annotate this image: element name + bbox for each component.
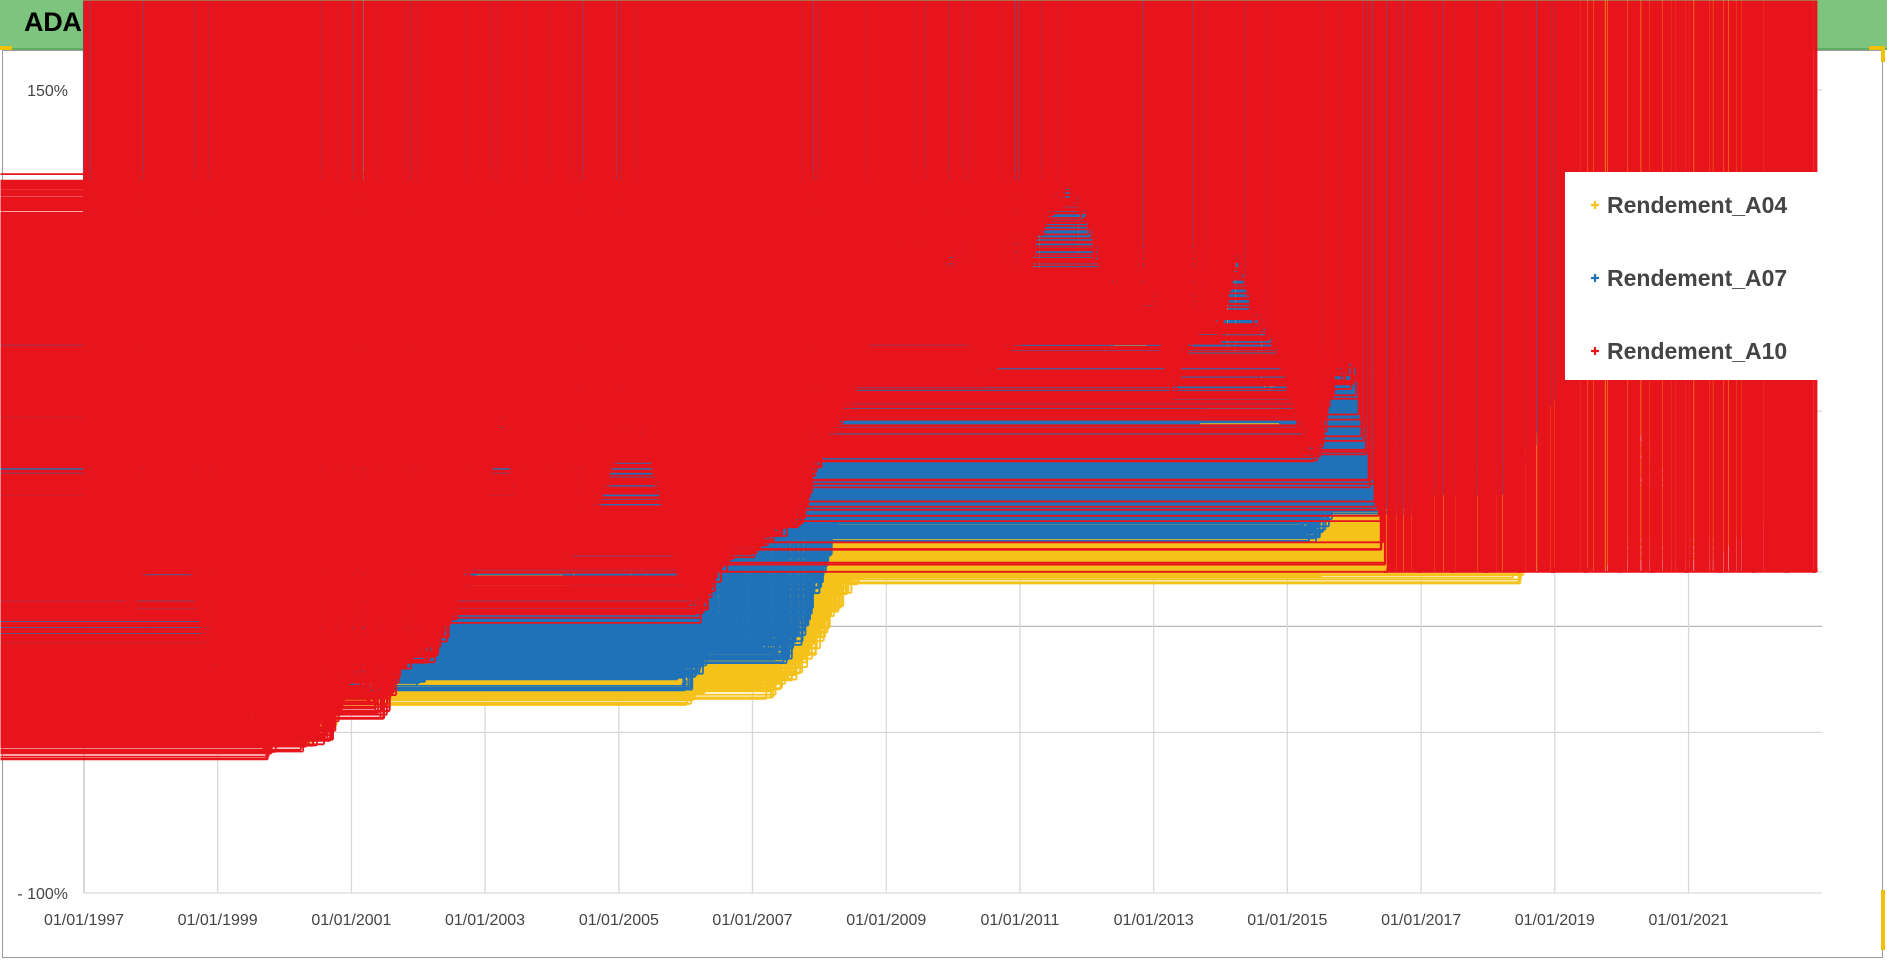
- data-point: [731, 625, 737, 631]
- x-tick-label: 01/01/2015: [1247, 912, 1327, 929]
- data-point: [698, 677, 704, 683]
- x-tick-label: 01/01/2021: [1649, 912, 1729, 929]
- corner-mark-right-bottom: [1881, 890, 1885, 950]
- data-point: [664, 648, 670, 654]
- data-point: [681, 689, 687, 695]
- data-point: [865, 551, 871, 557]
- series-markers: [0, 0, 1818, 761]
- x-tick-label: 01/01/2003: [445, 912, 525, 929]
- legend-label: Rendement_A04: [1607, 192, 1787, 218]
- series-layer: [0, 0, 1818, 761]
- corner-mark-right-top: [1881, 50, 1885, 62]
- data-point: [764, 638, 770, 644]
- data-point: [848, 574, 854, 580]
- data-point: [1299, 551, 1305, 557]
- data-point: [764, 683, 770, 689]
- corner-mark-top-right: [1869, 46, 1885, 50]
- x-tick-label: 01/01/2013: [1114, 912, 1194, 929]
- data-point: [748, 664, 754, 670]
- legend-label: Rendement_A07: [1607, 265, 1787, 291]
- data-point: [1350, 471, 1356, 477]
- data-point: [698, 657, 704, 663]
- legend: Rendement_A04 Rendement_A07 Rendement_A10: [1591, 192, 1787, 364]
- data-point: [1333, 529, 1339, 535]
- data-point: [815, 632, 821, 638]
- data-point: [781, 670, 787, 676]
- data-point: [414, 670, 420, 676]
- x-tick-label: 01/01/2005: [579, 912, 659, 929]
- x-tick-label: 01/01/2009: [846, 912, 926, 929]
- data-point: [714, 632, 720, 638]
- data-point: [1366, 487, 1372, 493]
- y-tick-label: - 100%: [17, 886, 68, 903]
- data-point: [798, 657, 804, 663]
- legend-item: Rendement_A10: [1591, 338, 1787, 364]
- data-point: [815, 583, 821, 589]
- data-point: [798, 625, 804, 631]
- x-tick-label: 01/01/2001: [311, 912, 391, 929]
- legend-label: Rendement_A10: [1607, 338, 1787, 364]
- x-tick-label: 01/01/2007: [712, 912, 792, 929]
- x-tick-label: 01/01/2019: [1515, 912, 1595, 929]
- data-point: [781, 648, 787, 654]
- data-point: [681, 680, 687, 686]
- series-Rendement_A10: [0, 0, 1818, 761]
- legend-item: Rendement_A04: [1591, 192, 1787, 218]
- x-tick-label: 01/01/1999: [178, 912, 258, 929]
- data-point: [831, 599, 837, 605]
- x-tick-label: 01/01/1997: [44, 912, 124, 929]
- data-point: [1316, 529, 1322, 535]
- data-point: [1366, 529, 1372, 535]
- y-tick-label: 150%: [27, 83, 68, 100]
- x-tick-label: 01/01/2011: [980, 912, 1059, 929]
- legend-item: Rendement_A07: [1591, 265, 1787, 291]
- corner-mark-top-left: [0, 46, 12, 50]
- x-tick-label: 01/01/2017: [1381, 912, 1461, 929]
- data-point: [748, 632, 754, 638]
